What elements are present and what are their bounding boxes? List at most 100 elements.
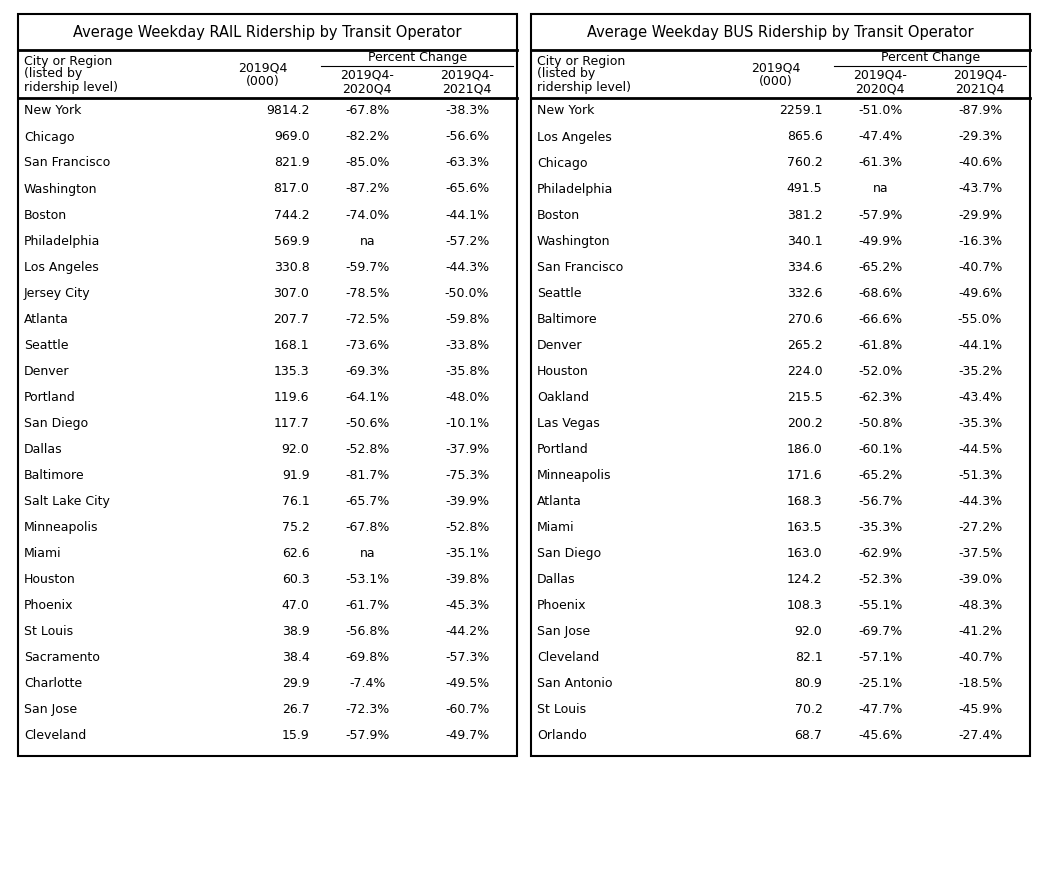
Text: 2019Q4-: 2019Q4- <box>853 69 908 81</box>
Text: -55.1%: -55.1% <box>858 598 902 611</box>
Text: Houston: Houston <box>24 573 75 585</box>
Text: -68.6%: -68.6% <box>858 287 902 299</box>
Text: -57.3%: -57.3% <box>445 651 489 664</box>
Text: Houston: Houston <box>537 364 589 378</box>
Text: -7.4%: -7.4% <box>349 677 386 690</box>
Text: Philadelphia: Philadelphia <box>24 235 101 248</box>
Text: Baltimore: Baltimore <box>537 312 597 325</box>
Text: 2019Q4-: 2019Q4- <box>440 69 494 81</box>
Text: 569.9: 569.9 <box>274 235 309 248</box>
Text: -44.2%: -44.2% <box>445 624 489 637</box>
Text: 265.2: 265.2 <box>787 338 823 351</box>
Text: -72.5%: -72.5% <box>345 312 390 325</box>
Text: Cleveland: Cleveland <box>24 728 86 741</box>
Text: -47.4%: -47.4% <box>858 131 902 144</box>
Text: -69.3%: -69.3% <box>345 364 390 378</box>
Text: -65.2%: -65.2% <box>858 468 902 481</box>
Text: Seattle: Seattle <box>24 338 68 351</box>
Text: 969.0: 969.0 <box>274 131 309 144</box>
Text: San Jose: San Jose <box>24 703 78 716</box>
Text: Sacramento: Sacramento <box>24 651 100 664</box>
Text: Denver: Denver <box>537 338 583 351</box>
Text: -67.8%: -67.8% <box>345 521 390 534</box>
Text: Average Weekday RAIL Ridership by Transit Operator: Average Weekday RAIL Ridership by Transi… <box>73 24 462 39</box>
Text: 207.7: 207.7 <box>274 312 309 325</box>
Text: San Antonio: San Antonio <box>537 677 612 690</box>
Text: -27.2%: -27.2% <box>958 521 1002 534</box>
Text: Minneapolis: Minneapolis <box>537 468 611 481</box>
Text: -35.8%: -35.8% <box>445 364 489 378</box>
Text: 332.6: 332.6 <box>787 287 823 299</box>
Text: -50.0%: -50.0% <box>444 287 489 299</box>
Text: -44.1%: -44.1% <box>958 338 1002 351</box>
Text: (000): (000) <box>245 74 280 87</box>
Bar <box>18 14 517 756</box>
Text: 2021Q4: 2021Q4 <box>956 83 1005 96</box>
Text: 270.6: 270.6 <box>787 312 823 325</box>
Text: 163.5: 163.5 <box>787 521 823 534</box>
Text: 330.8: 330.8 <box>274 261 309 274</box>
Text: -48.3%: -48.3% <box>958 598 1002 611</box>
Text: -18.5%: -18.5% <box>958 677 1002 690</box>
Text: -51.0%: -51.0% <box>858 105 902 118</box>
Text: 108.3: 108.3 <box>787 598 823 611</box>
Text: -72.3%: -72.3% <box>345 703 390 716</box>
Text: Philadelphia: Philadelphia <box>537 182 613 195</box>
Text: -65.6%: -65.6% <box>445 182 489 195</box>
Text: -40.6%: -40.6% <box>958 156 1002 169</box>
Text: Phoenix: Phoenix <box>537 598 587 611</box>
Text: -53.1%: -53.1% <box>345 573 390 585</box>
Text: 865.6: 865.6 <box>787 131 823 144</box>
Text: -52.8%: -52.8% <box>345 442 390 455</box>
Text: Portland: Portland <box>537 442 589 455</box>
Text: New York: New York <box>537 105 594 118</box>
Text: 15.9: 15.9 <box>282 728 309 741</box>
Text: ridership level): ridership level) <box>537 80 631 93</box>
Text: -87.2%: -87.2% <box>345 182 390 195</box>
Text: 2020Q4: 2020Q4 <box>855 83 905 96</box>
Text: 80.9: 80.9 <box>794 677 823 690</box>
Text: -37.5%: -37.5% <box>958 547 1002 560</box>
Text: -40.7%: -40.7% <box>958 261 1002 274</box>
Text: Seattle: Seattle <box>537 287 582 299</box>
Text: -44.3%: -44.3% <box>445 261 489 274</box>
Text: 60.3: 60.3 <box>282 573 309 585</box>
Text: 186.0: 186.0 <box>787 442 823 455</box>
Text: 163.0: 163.0 <box>787 547 823 560</box>
Text: 307.0: 307.0 <box>274 287 309 299</box>
Text: -78.5%: -78.5% <box>345 287 390 299</box>
Text: Chicago: Chicago <box>24 131 74 144</box>
Text: -52.0%: -52.0% <box>858 364 902 378</box>
Bar <box>531 14 1030 756</box>
Text: -62.9%: -62.9% <box>858 547 902 560</box>
Text: Salt Lake City: Salt Lake City <box>24 494 110 508</box>
Text: Boston: Boston <box>24 208 67 221</box>
Text: Charlotte: Charlotte <box>24 677 82 690</box>
Text: Percent Change: Percent Change <box>880 51 980 65</box>
Text: na: na <box>359 547 375 560</box>
Text: Jersey City: Jersey City <box>24 287 90 299</box>
Text: -25.1%: -25.1% <box>858 677 902 690</box>
Text: City or Region: City or Region <box>537 54 626 67</box>
Text: Miami: Miami <box>24 547 62 560</box>
Text: 817.0: 817.0 <box>274 182 309 195</box>
Text: -74.0%: -74.0% <box>345 208 390 221</box>
Text: -43.4%: -43.4% <box>958 391 1002 404</box>
Text: -10.1%: -10.1% <box>445 417 489 430</box>
Text: -33.8%: -33.8% <box>445 338 489 351</box>
Text: -35.3%: -35.3% <box>858 521 902 534</box>
Text: (000): (000) <box>759 74 792 87</box>
Text: 491.5: 491.5 <box>787 182 823 195</box>
Text: -69.8%: -69.8% <box>345 651 390 664</box>
Text: -75.3%: -75.3% <box>445 468 489 481</box>
Text: -35.1%: -35.1% <box>445 547 489 560</box>
Text: -16.3%: -16.3% <box>958 235 1002 248</box>
Text: St Louis: St Louis <box>537 703 586 716</box>
Text: -55.0%: -55.0% <box>958 312 1002 325</box>
Text: 744.2: 744.2 <box>274 208 309 221</box>
Text: -56.7%: -56.7% <box>858 494 902 508</box>
Text: -35.3%: -35.3% <box>958 417 1002 430</box>
Text: 215.5: 215.5 <box>787 391 823 404</box>
Text: -60.1%: -60.1% <box>858 442 902 455</box>
Text: Miami: Miami <box>537 521 574 534</box>
